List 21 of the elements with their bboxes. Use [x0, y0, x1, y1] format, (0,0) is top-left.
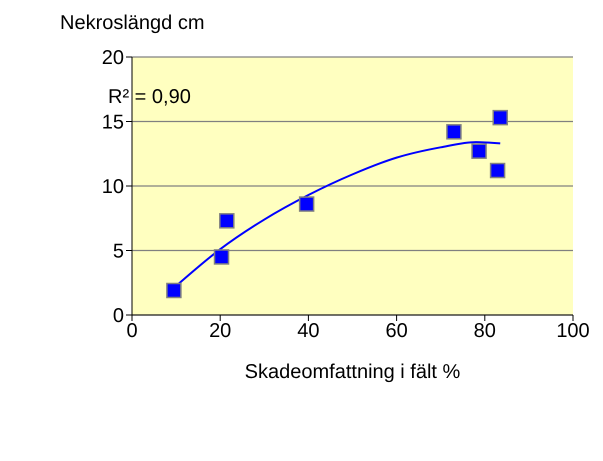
y-tick-label: 10 — [102, 176, 124, 198]
x-axis-title: Skadeomfattning i fält % — [244, 361, 461, 383]
point — [214, 249, 230, 265]
x-tick-label: 60 — [385, 320, 408, 342]
x-tick-label: 40 — [297, 320, 320, 342]
x-tick-label: 100 — [556, 320, 590, 342]
y-tick-label: 20 — [102, 47, 124, 70]
point — [492, 110, 508, 126]
y-tick-label: 0 — [112, 305, 124, 328]
point — [490, 162, 506, 178]
point — [446, 124, 462, 140]
point — [219, 213, 235, 229]
x-tick-label: 20 — [209, 320, 232, 342]
y-tick-label: 5 — [112, 240, 124, 263]
point — [166, 282, 182, 298]
y-axis-title: Nekroslängd cm — [60, 12, 205, 35]
y-tick-label: 15 — [102, 112, 124, 134]
point — [471, 143, 487, 159]
x-tick-label: 80 — [474, 320, 496, 342]
point — [298, 196, 314, 212]
annotation: R² = 0,90 — [108, 86, 191, 109]
